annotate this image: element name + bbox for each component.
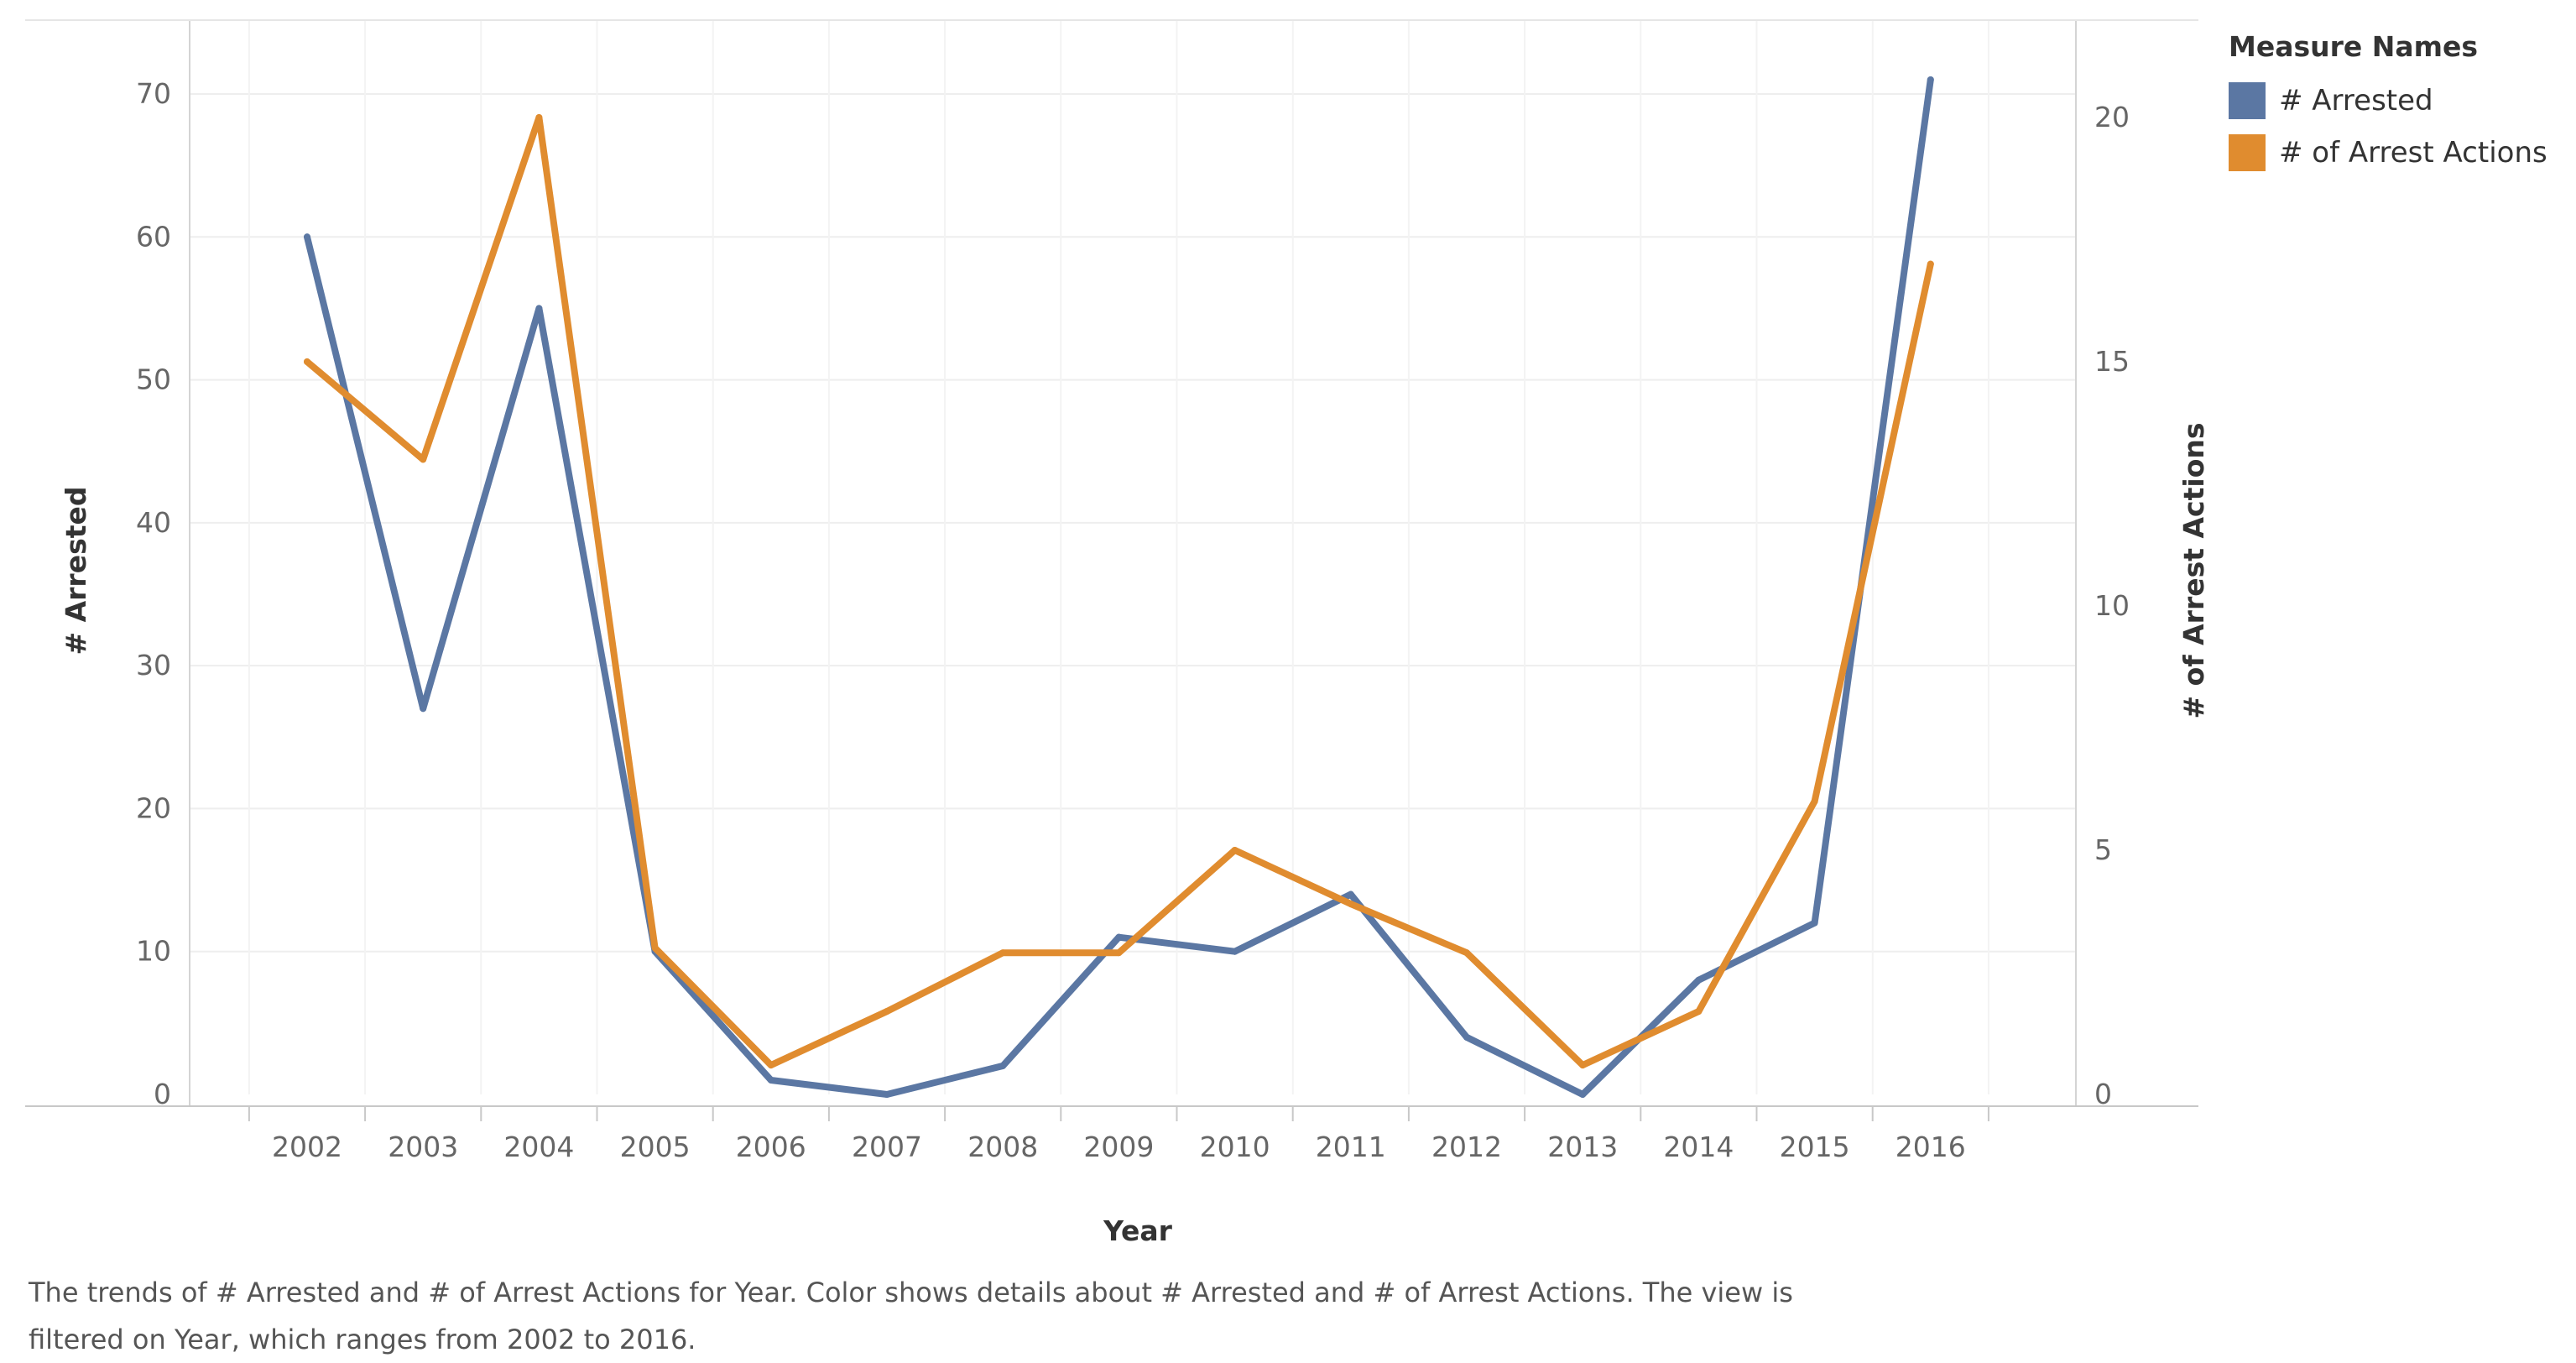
x-axis-title: Year [1103, 1214, 1173, 1247]
y-tick-label-left: 10 [136, 935, 171, 968]
data-point-arrested[interactable] [1811, 919, 1818, 927]
legend-swatch-arrested [2229, 82, 2266, 119]
legend-label-arrested: # Arrested [2279, 84, 2433, 118]
data-point-arrest-actions[interactable] [1927, 260, 1934, 268]
y-tick-label-right: 5 [2094, 833, 2112, 866]
data-point-arrested[interactable] [1579, 1091, 1587, 1098]
y-tick-label-right: 0 [2094, 1078, 2112, 1110]
data-point-arrest-actions[interactable] [651, 944, 659, 952]
data-point-arrest-actions[interactable] [1811, 797, 1818, 805]
y-tick-label-right: 15 [2094, 345, 2130, 378]
caption-line-1: The trends of # Arrested and # of Arrest… [29, 1277, 1793, 1308]
data-point-arrested[interactable] [884, 1091, 890, 1098]
x-tick-label: 2014 [1663, 1131, 1734, 1163]
data-point-arrested[interactable] [999, 1062, 1007, 1069]
y-axis-left-title: # Arrested [60, 486, 92, 655]
legend-label-arrest-actions: # of Arrest Actions [2279, 136, 2547, 170]
x-tick-label: 2011 [1316, 1131, 1386, 1163]
data-point-arrested[interactable] [767, 1076, 774, 1084]
x-tick-label: 2002 [272, 1131, 342, 1163]
x-tick-label: 2010 [1200, 1131, 1270, 1163]
data-point-arrest-actions[interactable] [999, 949, 1007, 957]
data-point-arrested[interactable] [1463, 1033, 1470, 1041]
data-point-arrested[interactable] [420, 705, 427, 713]
y-tick-label-left: 60 [136, 220, 171, 253]
data-point-arrest-actions[interactable] [1115, 949, 1123, 957]
legend-item-arrest-actions[interactable]: # of Arrest Actions [2229, 127, 2564, 179]
data-point-arrest-actions[interactable] [1695, 1008, 1703, 1016]
data-point-arrest-actions[interactable] [420, 456, 427, 463]
x-tick-label: 2004 [503, 1131, 574, 1163]
axes: 0 10 20 30 40 50 60 70 0 5 10 15 20 2002 2003 2004 2005 2… [25, 19, 2198, 1163]
x-tick-label: 2016 [1895, 1131, 1966, 1163]
y-axis-right-title: # of Arrest Actions [2177, 422, 2210, 718]
series-lines [304, 76, 1934, 1098]
data-point-arrested[interactable] [1695, 976, 1703, 984]
data-point-arrested[interactable] [1231, 948, 1238, 955]
x-tick-label: 2006 [736, 1131, 806, 1163]
x-tick-label: 2008 [967, 1131, 1038, 1163]
x-tick-label: 2015 [1780, 1131, 1850, 1163]
y-tick-label-right: 10 [2094, 589, 2130, 622]
series-line-arrest-actions[interactable] [304, 114, 1934, 1069]
x-tick-label: 2005 [620, 1131, 691, 1163]
x-tick-label: 2007 [852, 1131, 922, 1163]
data-point-arrested[interactable] [1347, 890, 1354, 898]
data-point-arrest-actions[interactable] [1579, 1062, 1587, 1069]
data-point-arrested[interactable] [1927, 76, 1934, 83]
data-point-arrest-actions[interactable] [1463, 949, 1470, 957]
data-point-arrested[interactable] [535, 305, 543, 312]
legend-title: Measure Names [2229, 30, 2479, 63]
caption-line-2: filtered on Year, which ranges from 2002… [29, 1324, 696, 1355]
legend: Measure Names # Arrested # of Arrest Act… [2229, 30, 2564, 179]
x-tick-label: 2009 [1083, 1131, 1154, 1163]
data-point-arrest-actions[interactable] [1231, 847, 1238, 854]
x-tick-label: 2003 [388, 1131, 458, 1163]
data-point-arrest-actions[interactable] [1347, 901, 1354, 908]
y-tick-label-right: 20 [2094, 101, 2130, 133]
y-tick-label-left: 0 [154, 1078, 171, 1110]
data-point-arrested[interactable] [1115, 933, 1123, 941]
data-point-arrest-actions[interactable] [304, 358, 310, 365]
chart-caption: The trends of # Arrested and # of Arrest… [29, 1269, 2042, 1363]
data-point-arrest-actions[interactable] [884, 1008, 890, 1016]
y-tick-label-left: 70 [136, 77, 171, 110]
series-line-arrested[interactable] [304, 76, 1934, 1098]
y-tick-label-left: 20 [136, 791, 171, 824]
y-tick-label-left: 40 [136, 506, 171, 539]
gridlines [190, 20, 2076, 1094]
x-tick-label: 2012 [1431, 1131, 1502, 1163]
data-point-arrest-actions[interactable] [535, 114, 543, 121]
x-tick-label: 2013 [1547, 1131, 1618, 1163]
y-tick-label-left: 50 [136, 363, 171, 396]
y-tick-label-left: 30 [136, 649, 171, 682]
legend-swatch-arrest-actions [2229, 134, 2266, 171]
legend-item-arrested[interactable]: # Arrested [2229, 75, 2564, 127]
data-point-arrest-actions[interactable] [767, 1062, 774, 1069]
data-point-arrested[interactable] [304, 233, 310, 241]
